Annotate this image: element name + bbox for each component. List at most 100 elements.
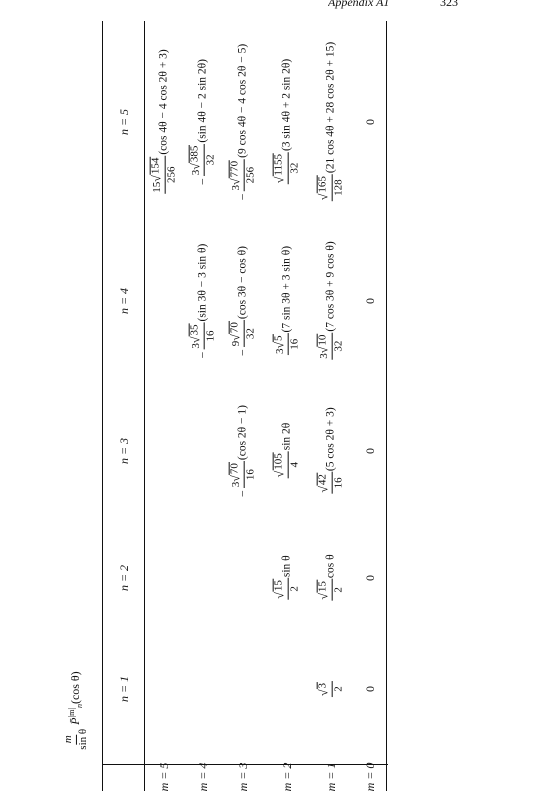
coefficient-denominator: 32 bbox=[244, 328, 257, 340]
formula-sign: − bbox=[195, 178, 210, 186]
column-header: n = 1 bbox=[117, 675, 131, 703]
square-root: √ 105 bbox=[272, 452, 287, 478]
row-label: m = 2 bbox=[280, 762, 294, 792]
radical-sign: √ bbox=[149, 175, 164, 182]
trig-expression: sin θ bbox=[280, 555, 293, 578]
square-root: √ 385 bbox=[188, 144, 202, 170]
column-header: n = 3 bbox=[117, 437, 131, 465]
coefficient-numerator: 15 √ 154 bbox=[149, 155, 166, 194]
formula: −3 √ 35 16 (sin 3θ − 3 sin θ) bbox=[188, 243, 218, 359]
table-caption: m sin θ P̄|m|n(cos θ) bbox=[62, 671, 89, 750]
page-number: 323 bbox=[440, 0, 458, 9]
coefficient-numerator: √ 42 bbox=[316, 472, 333, 494]
radical-sign: √ bbox=[272, 470, 287, 478]
table-cell-value: 0 bbox=[363, 119, 377, 125]
coefficient-numerator: 3 √ 385 bbox=[188, 143, 205, 177]
coefficient-denominator: 16 bbox=[244, 469, 257, 481]
radicand: 385 bbox=[188, 144, 202, 164]
square-root: √ 770 bbox=[228, 159, 243, 185]
formula: 15 √ 154 256 (cos 4θ − 4 cos 2θ + 3) bbox=[149, 49, 179, 195]
square-root: √ 35 bbox=[188, 323, 203, 344]
coefficient-denominator: 2 bbox=[288, 586, 301, 592]
table-cell-value: 0 bbox=[363, 298, 377, 304]
radicand: 105 bbox=[272, 452, 286, 471]
coefficient-denominator: 16 bbox=[288, 338, 301, 350]
coefficient-fraction: √ 15 2 bbox=[272, 578, 302, 600]
radicand: 1155 bbox=[272, 153, 286, 177]
radicand: 10 bbox=[316, 333, 330, 347]
coefficient-fraction: 3 √ 70 16 bbox=[228, 461, 258, 489]
table-cell-formula: √ 165 128 (21 cos 4θ + 28 cos 2θ + 15) bbox=[316, 42, 346, 202]
radicand: 154 bbox=[149, 156, 163, 176]
table-cell-formula: −3 √ 70 16 (cos 2θ − 1) bbox=[228, 405, 258, 497]
square-root: √ 42 bbox=[316, 473, 331, 493]
column-header: n = 2 bbox=[117, 564, 131, 592]
stub-rule bbox=[102, 764, 388, 765]
caption-superscript: |m| bbox=[66, 708, 76, 718]
table-cell-value: 0 bbox=[363, 448, 377, 454]
coefficient-multiplier: 3 bbox=[230, 184, 243, 191]
formula: √ 3 2 bbox=[316, 680, 346, 698]
formula: −9 √ 70 32 (cos 3θ − cos θ) bbox=[228, 246, 258, 356]
table-cell-formula: −9 √ 70 32 (cos 3θ − cos θ) bbox=[228, 246, 258, 356]
coefficient-denominator: 256 bbox=[244, 166, 257, 184]
coefficient-multiplier: 9 bbox=[230, 340, 243, 347]
radical-sign: √ bbox=[316, 346, 331, 354]
coefficient-numerator: √ 1155 bbox=[272, 152, 289, 185]
coefficient-fraction: 3 √ 770 256 bbox=[228, 158, 258, 192]
coefficient-numerator: 3 √ 770 bbox=[228, 158, 245, 192]
radicand: 5 bbox=[272, 334, 286, 342]
trig-expression: cos θ bbox=[324, 554, 337, 579]
radical-sign: √ bbox=[272, 176, 287, 184]
formula: √ 1155 32 (3 sin 4θ + 2 sin 2θ) bbox=[272, 59, 302, 185]
formula-sign: − bbox=[235, 349, 250, 356]
square-root: √ 5 bbox=[272, 334, 287, 349]
formula: √ 42 16 (5 cos 2θ + 3) bbox=[316, 407, 346, 494]
radicand: 3 bbox=[316, 681, 330, 690]
radicand: 42 bbox=[316, 473, 330, 487]
coefficient-fraction: 15 √ 154 256 bbox=[149, 155, 179, 194]
radical-sign: √ bbox=[316, 689, 331, 697]
table-rule-bottom bbox=[386, 21, 387, 791]
radical-sign: √ bbox=[272, 341, 287, 349]
row-label: m = 1 bbox=[324, 762, 338, 792]
square-root: √ 15 bbox=[316, 580, 331, 600]
radical-sign: √ bbox=[316, 593, 331, 600]
column-header: n = 5 bbox=[117, 108, 131, 136]
formula: √ 165 128 (21 cos 4θ + 28 cos 2θ + 15) bbox=[316, 42, 346, 202]
trig-expression: (5 cos 2θ + 3) bbox=[324, 407, 337, 472]
radicand: 35 bbox=[188, 323, 202, 337]
radical-sign: √ bbox=[188, 336, 203, 344]
trig-expression: (sin 3θ − 3 sin θ) bbox=[196, 243, 209, 322]
coefficient-denominator: 128 bbox=[332, 179, 345, 196]
table-cell-formula: √ 15 2 sin θ bbox=[272, 555, 302, 600]
radical-sign: √ bbox=[272, 592, 287, 599]
radical-sign: √ bbox=[228, 475, 243, 482]
coefficient-numerator: 3 √ 70 bbox=[228, 461, 245, 489]
radicand: 770 bbox=[228, 159, 242, 179]
coefficient-multiplier: 3 bbox=[274, 348, 287, 355]
coefficient-numerator: √ 165 bbox=[316, 174, 333, 202]
coefficient-numerator: √ 15 bbox=[316, 579, 333, 601]
table-cell-formula: −3 √ 770 256 (9 cos 4θ − 4 cos 2θ − 5) bbox=[228, 44, 258, 200]
formula-sign: − bbox=[235, 490, 250, 497]
table-cell-formula: 15 √ 154 256 (cos 4θ − 4 cos 2θ + 3) bbox=[149, 49, 179, 195]
square-root: √ 165 bbox=[316, 175, 330, 200]
formula: 3 √ 10 32 (7 cos 3θ + 9 cos θ) bbox=[316, 241, 346, 360]
trig-expression: sin 2θ bbox=[280, 422, 293, 451]
coefficient-multiplier: 3 bbox=[190, 169, 203, 176]
coefficient-denominator: 4 bbox=[288, 462, 301, 468]
square-root: √ 70 bbox=[228, 321, 242, 341]
coefficient-denominator: 16 bbox=[204, 330, 217, 342]
radical-sign: √ bbox=[316, 486, 331, 493]
coefficient-multiplier: 3 bbox=[190, 343, 203, 349]
row-label: m = 0 bbox=[363, 762, 377, 792]
coefficient-denominator: 2 bbox=[332, 587, 345, 593]
coefficient-numerator: √ 3 bbox=[316, 680, 333, 698]
formula: −3 √ 70 16 (cos 2θ − 1) bbox=[228, 405, 258, 497]
trig-expression: (7 cos 3θ + 9 cos θ) bbox=[324, 241, 337, 332]
row-label: m = 4 bbox=[196, 762, 210, 792]
radical-sign: √ bbox=[228, 178, 243, 185]
table-cell-value: 0 bbox=[363, 686, 377, 692]
square-root: √ 15 bbox=[272, 579, 287, 599]
